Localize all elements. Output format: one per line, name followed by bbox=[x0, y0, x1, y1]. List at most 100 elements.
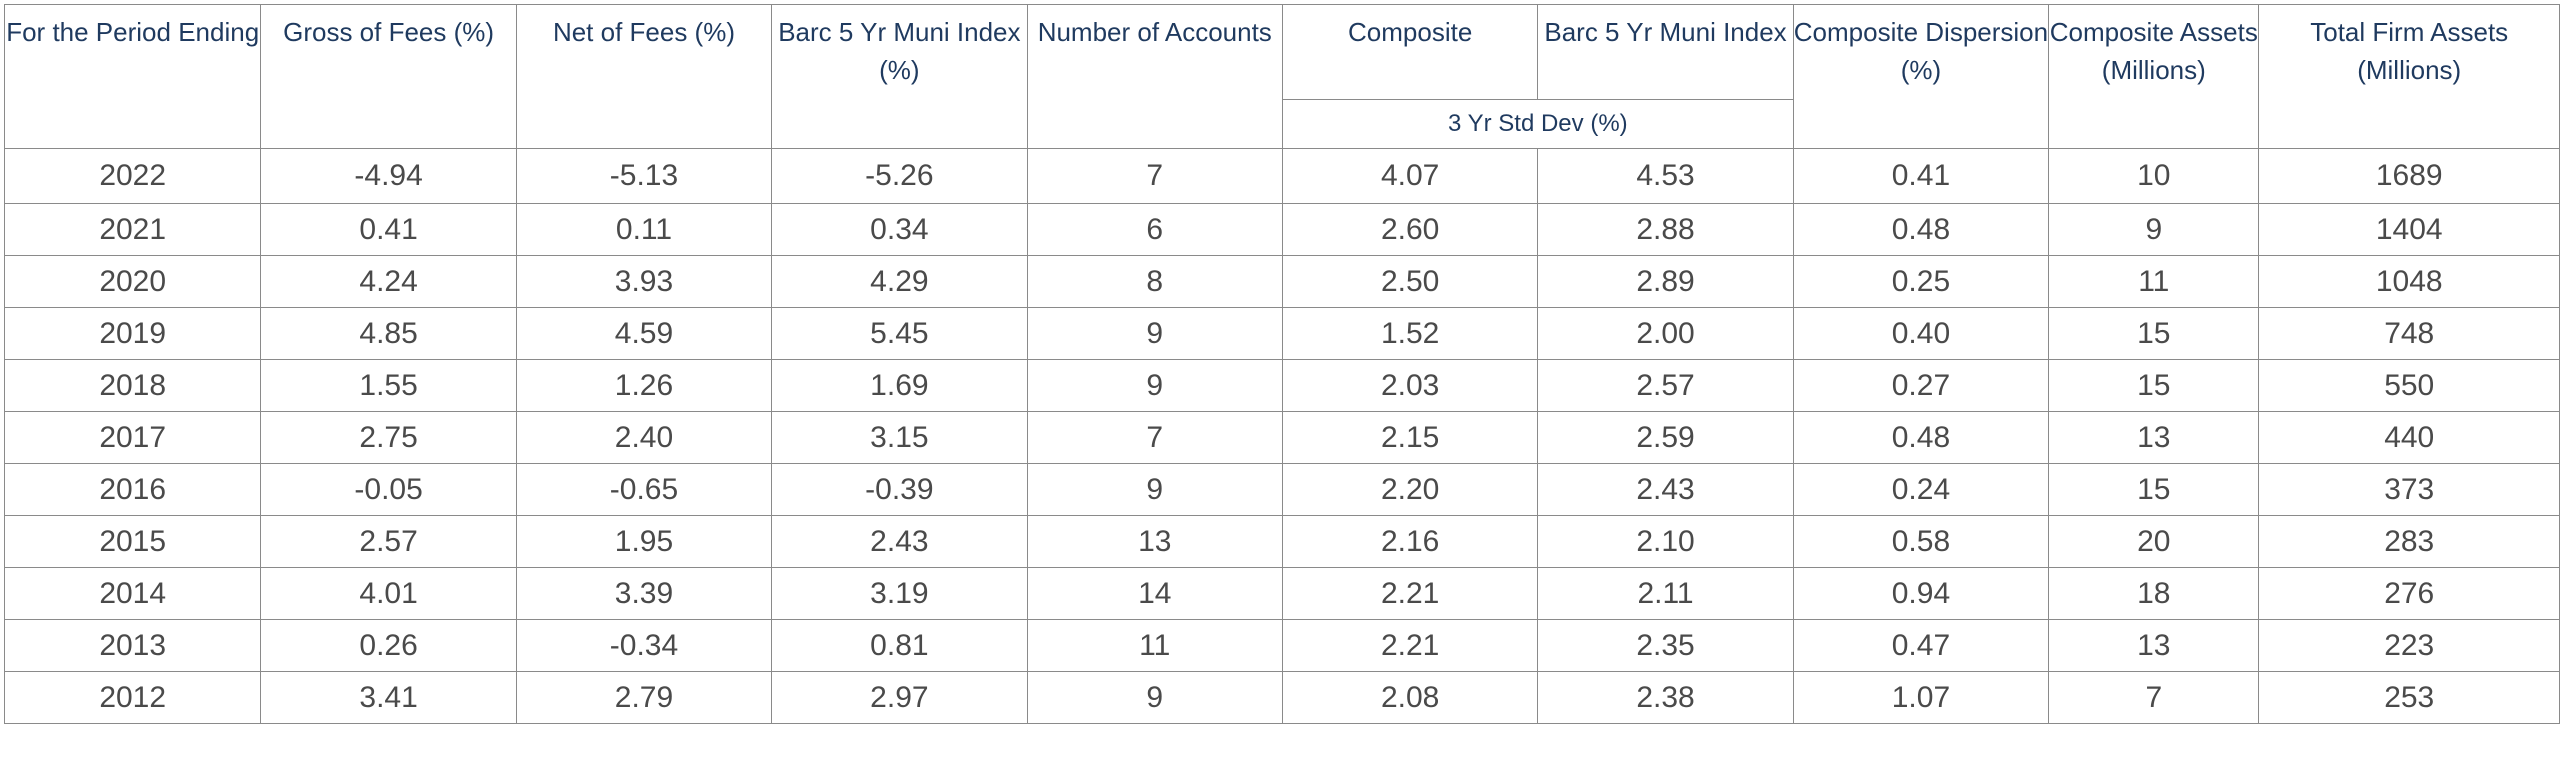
cell-year: 2018 bbox=[3, 359, 262, 412]
cell-firm-assets: 1048 bbox=[2258, 255, 2560, 308]
cell-net: 1.95 bbox=[515, 515, 773, 568]
table-row: 2022 -4.94 -5.13 -5.26 7 4.07 4.53 0.41 … bbox=[3, 148, 2560, 204]
cell-net: 1.26 bbox=[515, 359, 773, 412]
cell-index-sd: 2.10 bbox=[1537, 515, 1794, 568]
performance-table-container: For the Period Ending Gross of Fees (%) … bbox=[3, 4, 2560, 764]
cell-gross: 1.55 bbox=[260, 359, 517, 412]
cell-dispersion: 0.94 bbox=[1792, 567, 2050, 620]
cell-index: 1.69 bbox=[771, 359, 1028, 412]
std-dev-group-header: 3 Yr Std Dev (%) bbox=[1281, 99, 1794, 149]
table-row: 2021 0.41 0.11 0.34 6 2.60 2.88 0.48 9 1… bbox=[3, 203, 2560, 256]
header-row-sub: 3 Yr Std Dev (%) bbox=[5, 99, 2560, 149]
cell-year: 2016 bbox=[3, 463, 262, 516]
cell-index: 0.81 bbox=[771, 619, 1028, 672]
cell-index: 0.34 bbox=[771, 203, 1028, 256]
cell-composite-sd: 2.21 bbox=[1281, 567, 1539, 620]
cell-composite-assets: 13 bbox=[2048, 619, 2260, 672]
cell-accounts: 8 bbox=[1026, 255, 1283, 308]
cell-firm-assets: 1689 bbox=[2258, 148, 2560, 204]
cell-index-sd: 4.53 bbox=[1537, 148, 1794, 204]
cell-firm-assets: 550 bbox=[2258, 359, 2560, 412]
cell-dispersion: 0.58 bbox=[1792, 515, 2050, 568]
cell-composite-assets: 13 bbox=[2048, 411, 2260, 464]
table-row: 2016 -0.05 -0.65 -0.39 9 2.20 2.43 0.24 … bbox=[3, 463, 2560, 516]
col-header-gross: Gross of Fees (%) bbox=[260, 4, 517, 149]
cell-firm-assets: 440 bbox=[2258, 411, 2560, 464]
cell-index: 3.15 bbox=[771, 411, 1028, 464]
cell-composite-assets: 10 bbox=[2048, 148, 2260, 204]
cell-index: 3.19 bbox=[771, 567, 1028, 620]
cell-accounts: 14 bbox=[1026, 567, 1283, 620]
cell-firm-assets: 283 bbox=[2258, 515, 2560, 568]
cell-firm-assets: 223 bbox=[2258, 619, 2560, 672]
cell-gross: 0.26 bbox=[260, 619, 517, 672]
cell-index-sd: 2.11 bbox=[1537, 567, 1794, 620]
cell-composite-sd: 2.16 bbox=[1281, 515, 1539, 568]
cell-index-sd: 2.89 bbox=[1537, 255, 1794, 308]
cell-gross: 4.01 bbox=[260, 567, 517, 620]
cell-index-sd: 2.38 bbox=[1537, 671, 1794, 724]
cell-year: 2019 bbox=[3, 307, 262, 360]
cell-year: 2015 bbox=[3, 515, 262, 568]
col-header-period: For the Period Ending bbox=[3, 4, 262, 149]
table-body: 2022 -4.94 -5.13 -5.26 7 4.07 4.53 0.41 … bbox=[3, 148, 2560, 724]
cell-composite-sd: 2.50 bbox=[1281, 255, 1539, 308]
cell-gross: 0.41 bbox=[260, 203, 517, 256]
cell-composite-assets: 20 bbox=[2048, 515, 2260, 568]
cell-composite-assets: 15 bbox=[2048, 307, 2260, 360]
cell-gross: 4.24 bbox=[260, 255, 517, 308]
cell-composite-sd: 1.52 bbox=[1281, 307, 1539, 360]
cell-accounts: 9 bbox=[1026, 463, 1283, 516]
cell-composite-assets: 11 bbox=[2048, 255, 2260, 308]
table-header: For the Period Ending Gross of Fees (%) … bbox=[3, 4, 2560, 149]
cell-gross: 2.57 bbox=[260, 515, 517, 568]
cell-dispersion: 0.41 bbox=[1792, 148, 2050, 204]
cell-composite-assets: 18 bbox=[2048, 567, 2260, 620]
col-header-net: Net of Fees (%) bbox=[515, 4, 773, 149]
cell-dispersion: 0.48 bbox=[1792, 203, 2050, 256]
cell-composite-assets: 9 bbox=[2048, 203, 2260, 256]
cell-year: 2012 bbox=[3, 671, 262, 724]
cell-index: 2.43 bbox=[771, 515, 1028, 568]
cell-index: -5.26 bbox=[771, 148, 1028, 204]
cell-accounts: 7 bbox=[1026, 411, 1283, 464]
cell-year: 2014 bbox=[3, 567, 262, 620]
table-row: 2015 2.57 1.95 2.43 13 2.16 2.10 0.58 20… bbox=[3, 515, 2560, 568]
cell-year: 2021 bbox=[3, 203, 262, 256]
col-header-index-sd: Barc 5 Yr Muni Index bbox=[1537, 4, 1794, 100]
table-row: 2020 4.24 3.93 4.29 8 2.50 2.89 0.25 11 … bbox=[3, 255, 2560, 308]
cell-composite-sd: 2.15 bbox=[1281, 411, 1539, 464]
cell-composite-sd: 2.21 bbox=[1281, 619, 1539, 672]
cell-year: 2017 bbox=[3, 411, 262, 464]
cell-accounts: 9 bbox=[1026, 671, 1283, 724]
cell-gross: 2.75 bbox=[260, 411, 517, 464]
cell-gross: -0.05 bbox=[260, 463, 517, 516]
cell-composite-sd: 2.03 bbox=[1281, 359, 1539, 412]
cell-net: -5.13 bbox=[515, 148, 773, 204]
cell-dispersion: 0.47 bbox=[1792, 619, 2050, 672]
cell-net: 4.59 bbox=[515, 307, 773, 360]
cell-gross: 4.85 bbox=[260, 307, 517, 360]
cell-index-sd: 2.43 bbox=[1537, 463, 1794, 516]
cell-composite-sd: 4.07 bbox=[1281, 148, 1539, 204]
cell-composite-assets: 15 bbox=[2048, 359, 2260, 412]
col-header-dispersion: Composite Dispersion (%) bbox=[1792, 4, 2050, 149]
col-header-composite-assets: Composite Assets (Millions) bbox=[2048, 4, 2260, 149]
cell-firm-assets: 748 bbox=[2258, 307, 2560, 360]
cell-year: 2022 bbox=[3, 148, 262, 204]
table-row: 2017 2.75 2.40 3.15 7 2.15 2.59 0.48 13 … bbox=[3, 411, 2560, 464]
cell-composite-sd: 2.20 bbox=[1281, 463, 1539, 516]
header-row-top: For the Period Ending Gross of Fees (%) … bbox=[3, 4, 2560, 149]
col-header-composite-sd: Composite bbox=[1281, 4, 1539, 100]
cell-firm-assets: 373 bbox=[2258, 463, 2560, 516]
cell-index: -0.39 bbox=[771, 463, 1028, 516]
performance-table: For the Period Ending Gross of Fees (%) … bbox=[3, 4, 2560, 724]
cell-gross: 3.41 bbox=[260, 671, 517, 724]
cell-dispersion: 1.07 bbox=[1792, 671, 2050, 724]
cell-composite-assets: 15 bbox=[2048, 463, 2260, 516]
cell-accounts: 13 bbox=[1026, 515, 1283, 568]
cell-accounts: 9 bbox=[1026, 359, 1283, 412]
cell-accounts: 9 bbox=[1026, 307, 1283, 360]
table-row: 2014 4.01 3.39 3.19 14 2.21 2.11 0.94 18… bbox=[3, 567, 2560, 620]
cell-net: 3.39 bbox=[515, 567, 773, 620]
